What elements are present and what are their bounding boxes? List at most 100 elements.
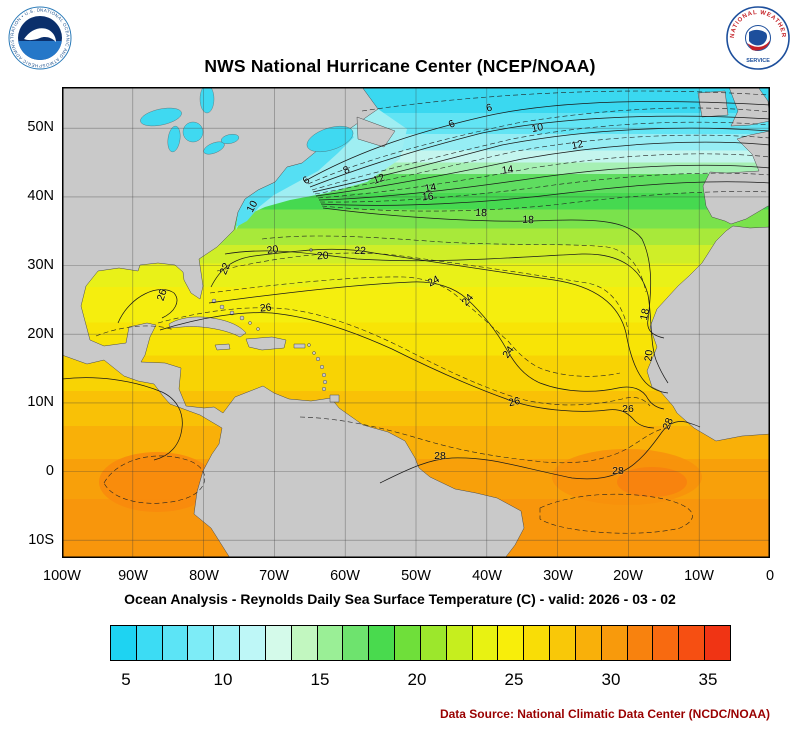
colorbar-tick-30: 30 xyxy=(601,670,621,689)
islands-lesser-antilles xyxy=(307,343,328,392)
contour-label: 28 xyxy=(660,416,676,431)
colorbar-tick-15: 15 xyxy=(310,670,330,689)
colorbar-cell xyxy=(291,626,318,660)
colorbar xyxy=(110,625,731,661)
colorbar-cell xyxy=(395,626,421,660)
colorbar-cell xyxy=(265,626,292,660)
nws-ring-text-bottom: SERVICE xyxy=(746,58,770,64)
lon-label-70w: 70W xyxy=(259,568,289,584)
colorbar-cell xyxy=(214,626,241,660)
noaa-logo: NATIONAL OCEANIC AND ATMOSPHERIC ADMINIS… xyxy=(8,6,72,70)
colorbar-cell xyxy=(369,626,396,660)
contour-label: 6 xyxy=(447,118,458,131)
lon-label-40w: 40W xyxy=(472,568,502,584)
james-bay xyxy=(199,87,215,114)
landmass-britain xyxy=(728,87,770,127)
contour-label: 28 xyxy=(434,450,446,462)
colorbar-cell xyxy=(240,626,266,660)
lon-label-30w: 30W xyxy=(543,568,573,584)
lake-michigan xyxy=(167,125,181,153)
isotherm-lines xyxy=(62,101,770,484)
isotherm-28c xyxy=(379,421,701,484)
lat-label-50n: 50N xyxy=(27,119,54,135)
lake-ontario xyxy=(220,134,240,144)
landmass-newfoundland xyxy=(356,116,396,148)
isotherm-lines-dashed xyxy=(95,90,770,534)
lon-label-60w: 60W xyxy=(330,568,360,584)
contour-label: 6 xyxy=(485,102,494,115)
colorbar-cell xyxy=(343,626,370,660)
contour-label: 26 xyxy=(155,288,170,303)
colorbar-cell xyxy=(679,626,706,660)
page-title: NWS National Hurricane Center (NCEP/NOAA… xyxy=(204,56,596,76)
map-frame xyxy=(62,87,770,558)
gulf-of-st-lawrence xyxy=(306,126,354,152)
isotherm-8c xyxy=(309,115,770,188)
colorbar-cell xyxy=(653,626,680,660)
map-caption: Ocean Analysis - Reynolds Daily Sea Surf… xyxy=(124,591,676,607)
contour-label: 26 xyxy=(507,395,521,410)
lat-label-40n: 40N xyxy=(27,188,54,204)
landmasses xyxy=(62,87,770,558)
lake-superior xyxy=(140,107,182,127)
isotherm-26c-gulf xyxy=(117,289,178,324)
lon-label-50w: 50W xyxy=(401,568,431,584)
contour-label: 20 xyxy=(642,349,655,362)
isotherm-20c xyxy=(224,250,669,384)
data-source: Data Source: National Climatic Data Cent… xyxy=(439,707,770,721)
contour-label: 14 xyxy=(424,181,438,195)
contour-label: 22 xyxy=(354,245,366,257)
contour-label: 14 xyxy=(501,163,514,177)
colorbar-tick-5: 5 xyxy=(121,670,131,689)
isotherm-22c xyxy=(210,248,669,394)
lon-label-100w: 100W xyxy=(43,568,81,584)
colorbar-cell xyxy=(317,626,344,660)
contour-label: 18 xyxy=(638,307,652,321)
colorbar-cell xyxy=(136,626,163,660)
landmass-ireland xyxy=(697,90,729,118)
lon-label-80w: 80W xyxy=(189,568,219,584)
colorbar-cell xyxy=(524,626,551,660)
contour-label: 18 xyxy=(522,214,534,226)
island-puerto-rico xyxy=(293,343,306,349)
colorbar-cell xyxy=(498,626,525,660)
lon-label-20w: 20W xyxy=(613,568,643,584)
colorbar-tick-35: 35 xyxy=(698,670,718,689)
lat-label-0: 0 xyxy=(45,463,54,479)
isotherm-18c xyxy=(322,207,665,339)
colorbar-cell xyxy=(601,626,628,660)
landmass-africa xyxy=(646,225,770,442)
contour-label: 28 xyxy=(612,465,624,477)
lon-label-90w: 90W xyxy=(118,568,148,584)
colorbar-cell xyxy=(162,626,189,660)
contour-label: 10 xyxy=(244,198,260,214)
landmass-north-south-america xyxy=(62,87,525,558)
contour-label: 26 xyxy=(622,403,634,415)
contour-label: 8 xyxy=(341,164,352,177)
colorbar-cell xyxy=(111,626,137,660)
isotherm-6c xyxy=(304,101,770,182)
colorbar-cell xyxy=(705,626,730,660)
lat-label-10s: 10S xyxy=(28,532,54,548)
grid-lines xyxy=(62,87,770,558)
isotherm-10c xyxy=(312,127,770,193)
contour-label: 18 xyxy=(475,207,487,219)
lat-label-20n: 20N xyxy=(27,326,54,342)
isotherm-26c xyxy=(159,312,655,429)
colorbar-tick-25: 25 xyxy=(504,670,524,689)
colorbar-cell xyxy=(550,626,576,660)
isotherm-26c-pacific xyxy=(62,377,183,461)
landmass-europe xyxy=(702,130,770,225)
isotherm-24c xyxy=(208,281,665,410)
nws-logo: NATIONAL WEATHER SERVICE xyxy=(726,6,790,70)
contour-label: 24 xyxy=(426,273,442,289)
noaa-seagull-icon xyxy=(24,28,56,42)
lake-huron xyxy=(182,121,204,143)
nws-swoosh-icon xyxy=(747,40,770,51)
isotherm-12c xyxy=(315,141,770,197)
contour-label: 20 xyxy=(317,250,330,263)
contour-label: 10 xyxy=(530,121,544,135)
isotherm-16c xyxy=(320,181,770,206)
lon-label-10w: 10W xyxy=(684,568,714,584)
